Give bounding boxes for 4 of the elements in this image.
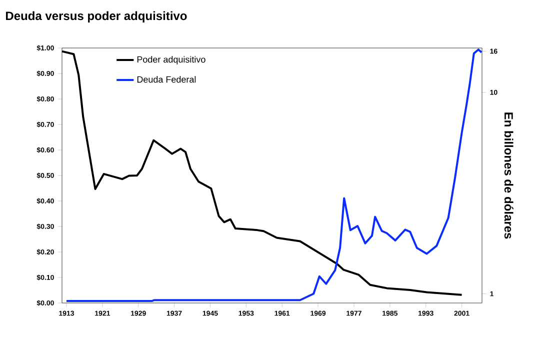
chart-title: Deuda versus poder adquisitivo xyxy=(6,11,187,22)
legend-label: Poder adquisitivo xyxy=(137,56,206,64)
y2-axis-title: En billones de dólares xyxy=(504,112,514,239)
legend-label: Deuda Federal xyxy=(137,76,196,83)
